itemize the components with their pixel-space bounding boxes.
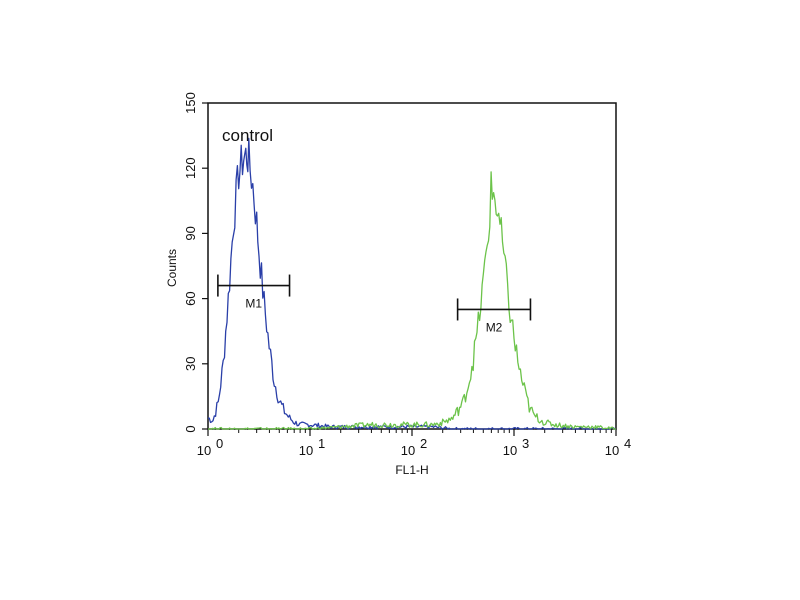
x-tick-label: 10 bbox=[299, 443, 313, 458]
y-tick-label: 90 bbox=[183, 226, 198, 240]
histogram-series-2 bbox=[208, 171, 616, 430]
plot-frame bbox=[207, 102, 617, 430]
y-tick-label: 60 bbox=[183, 291, 198, 305]
x-tick-label: 10 bbox=[401, 443, 415, 458]
marker-m1: M1 bbox=[217, 274, 291, 311]
x-tick-label: 10 bbox=[605, 443, 619, 458]
y-tick-label: 0 bbox=[183, 425, 198, 432]
x-tick-exponent: 3 bbox=[522, 436, 529, 451]
x-tick-exponent: 0 bbox=[216, 436, 223, 451]
control-annotation: control bbox=[222, 126, 273, 145]
series-layer bbox=[208, 137, 616, 430]
marker-m2: M2 bbox=[456, 298, 532, 334]
x-tick-label: 10 bbox=[503, 443, 517, 458]
x-tick-label: 10 bbox=[197, 443, 211, 458]
x-tick-exponent: 1 bbox=[318, 436, 325, 451]
x-tick-exponent: 4 bbox=[624, 436, 631, 451]
y-axis-title: Counts bbox=[165, 249, 179, 287]
marker-label: M2 bbox=[486, 320, 503, 334]
y-axis-ticks: 0 30 60 90 120 150 bbox=[183, 92, 208, 433]
x-axis-ticks: 10 0 10 1 10 2 10 3 10 4 bbox=[197, 429, 631, 458]
y-tick-label: 150 bbox=[183, 92, 198, 114]
histogram-series-1 bbox=[208, 137, 616, 430]
x-tick-exponent: 2 bbox=[420, 436, 427, 451]
x-axis-title: FL1-H bbox=[395, 463, 428, 477]
y-tick-label: 120 bbox=[183, 157, 198, 179]
marker-label: M1 bbox=[245, 297, 262, 311]
y-tick-label: 30 bbox=[183, 357, 198, 371]
gate-markers: M1 M2 bbox=[217, 274, 532, 334]
